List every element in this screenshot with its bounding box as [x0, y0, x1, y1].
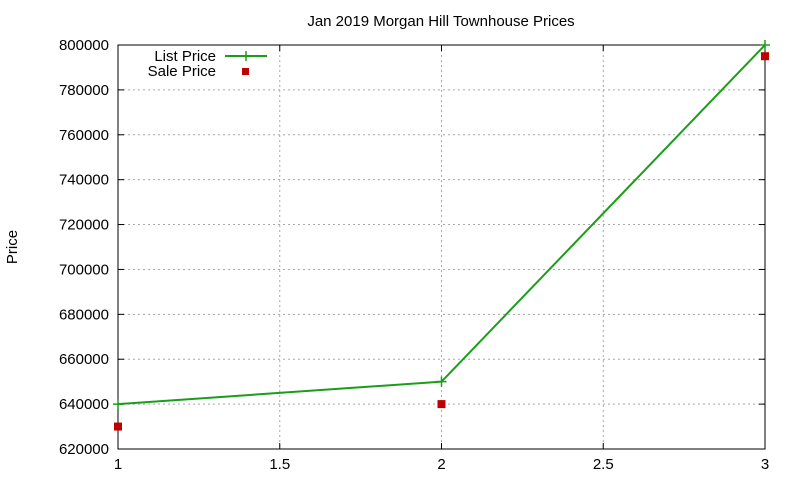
data-point-sale-price: [761, 52, 769, 61]
y-tick-label: 680000: [59, 306, 109, 323]
y-tick-label: 720000: [59, 217, 109, 234]
x-tick-label: 3: [761, 456, 769, 473]
y-tick-label: 800000: [59, 37, 109, 54]
y-tick-label: 780000: [59, 82, 109, 99]
y-tick-label: 760000: [59, 127, 109, 144]
y-tick-label: 620000: [59, 441, 109, 458]
chart-title: Jan 2019 Morgan Hill Townhouse Prices: [307, 13, 574, 30]
y-axis-label: Price: [4, 230, 21, 264]
legend-label-list-price: List Price: [154, 48, 216, 65]
series-layer: [113, 40, 770, 431]
y-tick-label: 700000: [59, 261, 109, 278]
legend-marker-list-price: [241, 51, 251, 61]
data-point-list-price: [436, 376, 447, 387]
data-point-list-price: [760, 40, 770, 50]
y-tick-label: 640000: [59, 396, 109, 413]
legend: List Price Sale Price: [148, 48, 267, 80]
axis-ticks: 1 1.5 2 2.5 3 620000 640000 660000 680000 700000 7…: [59, 37, 769, 473]
y-tick-label: 660000: [59, 351, 109, 368]
data-point-sale-price: [114, 422, 122, 431]
legend-marker-sale-price: [242, 68, 249, 75]
data-point-list-price: [113, 399, 123, 410]
x-tick-label: 1.5: [269, 456, 290, 473]
x-tick-label: 2.5: [593, 456, 614, 473]
y-tick-label: 740000: [59, 172, 109, 189]
data-point-sale-price: [437, 400, 446, 409]
x-tick-label: 1: [114, 456, 122, 473]
x-tick-label: 2: [437, 456, 445, 473]
legend-label-sale-price: Sale Price: [148, 63, 216, 80]
